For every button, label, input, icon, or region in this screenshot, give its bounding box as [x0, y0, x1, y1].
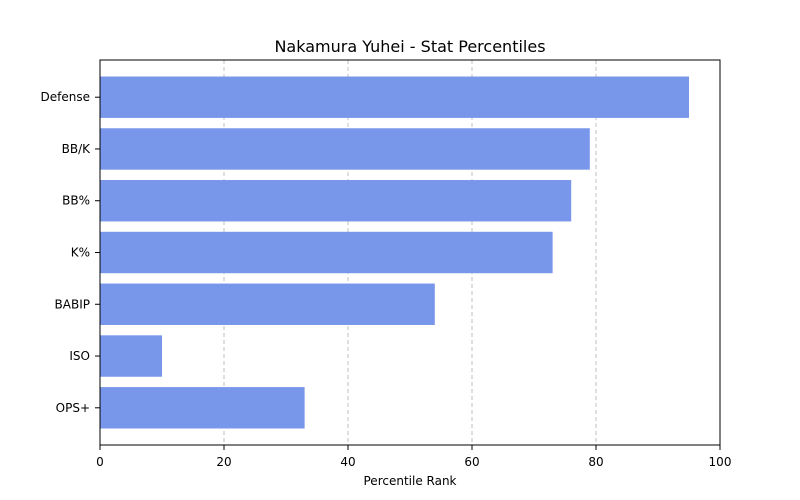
bar-defense: [100, 76, 689, 118]
x-tick-label: 20: [216, 455, 231, 469]
x-tick-label: 0: [96, 455, 104, 469]
y-tick-label: OPS+: [56, 401, 90, 415]
bar-k: [100, 231, 553, 274]
bar-bb: [100, 180, 572, 222]
y-axis-ticks: Defense BB/K BB% K% BABIP ISO OPS+: [41, 90, 100, 415]
x-tick-label: 80: [588, 455, 603, 469]
y-tick-label: ISO: [69, 349, 90, 363]
chart-title: Nakamura Yuhei - Stat Percentiles: [274, 37, 545, 56]
y-tick-label: BB/K: [62, 142, 92, 156]
y-tick-label: K%: [71, 246, 90, 260]
y-tick-label: BB%: [62, 194, 90, 208]
bar-babip: [100, 283, 435, 325]
bar-ops: [100, 387, 305, 429]
x-axis-label: Percentile Rank: [364, 474, 457, 488]
bars: [100, 76, 689, 429]
bar-iso: [100, 335, 162, 377]
bar-bb-k: [100, 128, 590, 170]
y-tick-label: Defense: [41, 90, 90, 104]
x-tick-label: 60: [464, 455, 479, 469]
x-axis-ticks: 0 20 40 60 80 100: [96, 445, 731, 469]
y-tick-label: BABIP: [55, 297, 90, 311]
x-tick-label: 40: [340, 455, 355, 469]
x-tick-label: 100: [709, 455, 732, 469]
